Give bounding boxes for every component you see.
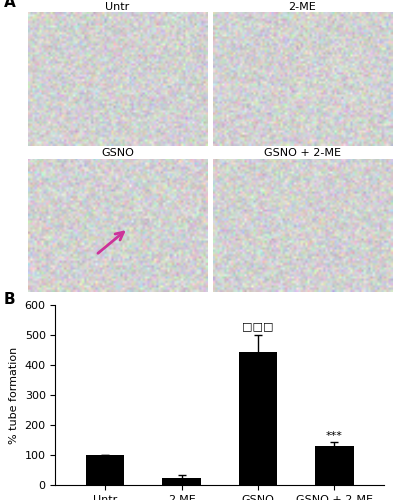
Text: B: B — [4, 292, 15, 308]
Title: GSNO + 2-ME: GSNO + 2-ME — [264, 148, 341, 158]
Bar — [162, 478, 201, 485]
Text: A: A — [4, 0, 16, 10]
Text: □□□: □□□ — [242, 322, 274, 332]
Title: GSNO: GSNO — [101, 148, 134, 158]
Bar — [86, 455, 124, 485]
Title: Untr: Untr — [105, 2, 129, 12]
Bar — [315, 446, 354, 485]
Bar — [239, 352, 277, 485]
Text: ***: *** — [326, 431, 343, 441]
Y-axis label: % tube formation: % tube formation — [9, 346, 19, 444]
Title: 2-ME: 2-ME — [289, 2, 316, 12]
